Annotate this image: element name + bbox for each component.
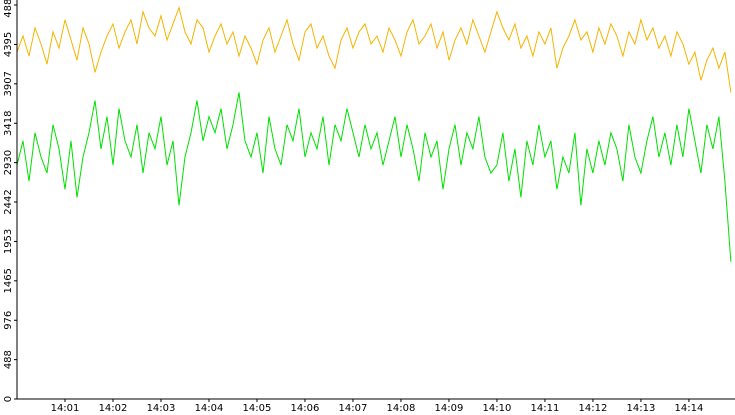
y-tick-label: 4884 [3, 0, 14, 18]
y-tick-label: 2930 [3, 150, 14, 175]
line-series [16, 92, 732, 262]
x-tick-label: 14:01 [51, 403, 80, 414]
y-tick-label: 0 [3, 396, 14, 402]
y-tick-label: 488 [3, 350, 14, 369]
x-tick-label: 14:03 [147, 403, 176, 414]
x-tick-label: 14:06 [291, 403, 320, 414]
x-tick-label: 14:08 [387, 403, 416, 414]
x-tick-label: 14:02 [99, 403, 128, 414]
y-tick-label: 3418 [3, 111, 14, 136]
x-tick-label: 14:05 [243, 403, 272, 414]
y-tick-label: 1465 [3, 268, 14, 293]
y-tick-label: 4395 [3, 32, 14, 57]
x-tick-label: 14:09 [435, 403, 464, 414]
y-tick-label: 3907 [3, 71, 14, 96]
x-tick-label: 14:04 [195, 403, 224, 414]
x-tick-label: 14:10 [483, 403, 512, 414]
x-tick-label: 14:11 [531, 403, 560, 414]
x-tick-label: 14:14 [675, 403, 704, 414]
x-tick-label: 14:12 [579, 403, 608, 414]
x-tick-label: 14:13 [627, 403, 656, 414]
line-series [16, 6, 732, 93]
y-tick-label: 1953 [3, 229, 14, 254]
y-tick-label: 976 [3, 311, 14, 330]
y-tick-label: 2442 [3, 189, 14, 214]
x-tick-label: 14:07 [339, 403, 368, 414]
